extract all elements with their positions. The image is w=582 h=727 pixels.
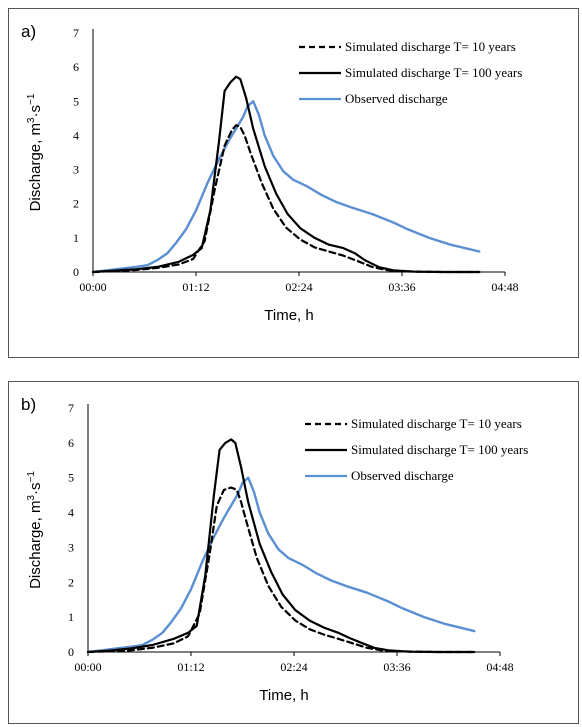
x-axis-label: Time, h (259, 687, 308, 704)
y-axis-label: Discharge, m3·s−1 (26, 93, 44, 211)
y-axis-label-sup: −1 (26, 471, 37, 483)
series-line (91, 124, 481, 274)
y-tick-label: 6 (73, 60, 79, 74)
y-tick-label: 2 (73, 197, 79, 211)
y-tick-label: 2 (68, 575, 74, 589)
series-line (86, 438, 476, 654)
series-line (86, 486, 476, 654)
y-tick-label: 0 (73, 265, 79, 279)
x-tick-label: 03:36 (388, 280, 415, 294)
panel-label: b) (21, 395, 36, 414)
chart-a-svg: a) 0 1 2 3 4 5 6 7 00:00 01:12 02:24 03:36 04:48 Time,… (21, 22, 522, 324)
y-axis-label-text: ·s (27, 482, 44, 495)
y-tick-label: 3 (73, 163, 79, 177)
panel-label: a) (21, 22, 36, 41)
y-axis-label-text: ·s (27, 105, 44, 118)
legend-label: Simulated discharge T= 100 years (345, 65, 522, 80)
series-line (91, 100, 481, 274)
legend-label: Observed discharge (345, 91, 448, 106)
chart-panel-a: a) 0 1 2 3 4 5 6 7 00:00 01:12 02:24 03:36 04:48 Time,… (8, 8, 579, 358)
series-line (91, 75, 481, 274)
y-tick-label: 5 (73, 94, 79, 108)
x-tick-label: 00:00 (74, 660, 101, 674)
chart-panel-b: b) 0 1 2 3 4 5 6 7 00:00 01:12 02:24 03:36 04:48 Time,… (8, 381, 579, 724)
legend-label: Simulated discharge T= 10 years (345, 39, 516, 54)
y-tick-label: 1 (73, 231, 79, 245)
y-axis-label-text: Discharge, m (27, 501, 44, 589)
y-axis-label: Discharge, m3·s−1 (26, 471, 44, 589)
y-tick-label: 4 (73, 128, 79, 142)
y-axis-label-sup: −1 (26, 93, 37, 105)
y-axis-label-sup: 3 (26, 495, 37, 501)
x-tick-label: 03:36 (383, 660, 410, 674)
x-tick-label: 01:12 (177, 660, 204, 674)
y-axis-label-sup: 3 (26, 117, 37, 123)
y-axis-label-text: Discharge, m (27, 123, 44, 211)
y-tick-label: 5 (68, 471, 74, 485)
x-tick-label: 02:24 (280, 660, 307, 674)
x-tick-label: 02:24 (285, 280, 312, 294)
x-tick-label: 00:00 (79, 280, 106, 294)
x-axis-label: Time, h (264, 307, 313, 324)
x-tick-label: 01:12 (182, 280, 209, 294)
y-tick-label: 6 (68, 436, 74, 450)
legend-label: Observed discharge (351, 468, 454, 483)
x-tick-label: 04:48 (486, 660, 513, 674)
legend-label: Simulated discharge T= 10 years (351, 416, 522, 431)
chart-b-svg: b) 0 1 2 3 4 5 6 7 00:00 01:12 02:24 03:36 04:48 Time,… (21, 395, 528, 704)
x-tick-label: 04:48 (491, 280, 518, 294)
series-line (86, 476, 476, 654)
y-tick-label: 7 (68, 401, 74, 415)
y-tick-label: 4 (68, 506, 74, 520)
y-tick-label: 7 (73, 26, 79, 40)
y-tick-label: 1 (68, 610, 74, 624)
y-tick-label: 0 (68, 645, 74, 659)
y-tick-label: 3 (68, 540, 74, 554)
legend-label: Simulated discharge T= 100 years (351, 442, 528, 457)
